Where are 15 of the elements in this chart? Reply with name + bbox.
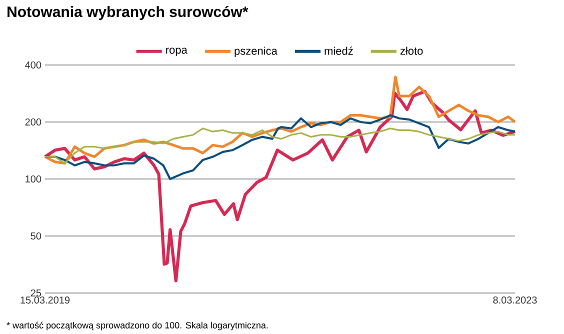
y-tick-label: 200: [25, 118, 42, 126]
line-series: [43, 90, 517, 282]
chart-title: Notowania wybranych surowców*: [8, 6, 248, 20]
text: * wartość początkową sprowadzono do 100. Skala logarytmiczna.: [6, 322, 268, 330]
legend-label: pszenica: [234, 46, 278, 57]
y-tick-label: 25: [30, 289, 42, 297]
line-series: [44, 114, 516, 180]
legend-label: złoto: [400, 46, 423, 55]
y-tick-label: 400: [25, 61, 42, 69]
y-tick-label: 50: [30, 232, 42, 240]
x-tick-label: 8.03.2023: [493, 296, 537, 304]
x-tick-label: 15.03.2019: [20, 296, 70, 304]
legend-label: ropa: [166, 48, 188, 56]
y-tick-label: 100: [26, 175, 42, 183]
legend-label: miedź: [324, 46, 353, 55]
